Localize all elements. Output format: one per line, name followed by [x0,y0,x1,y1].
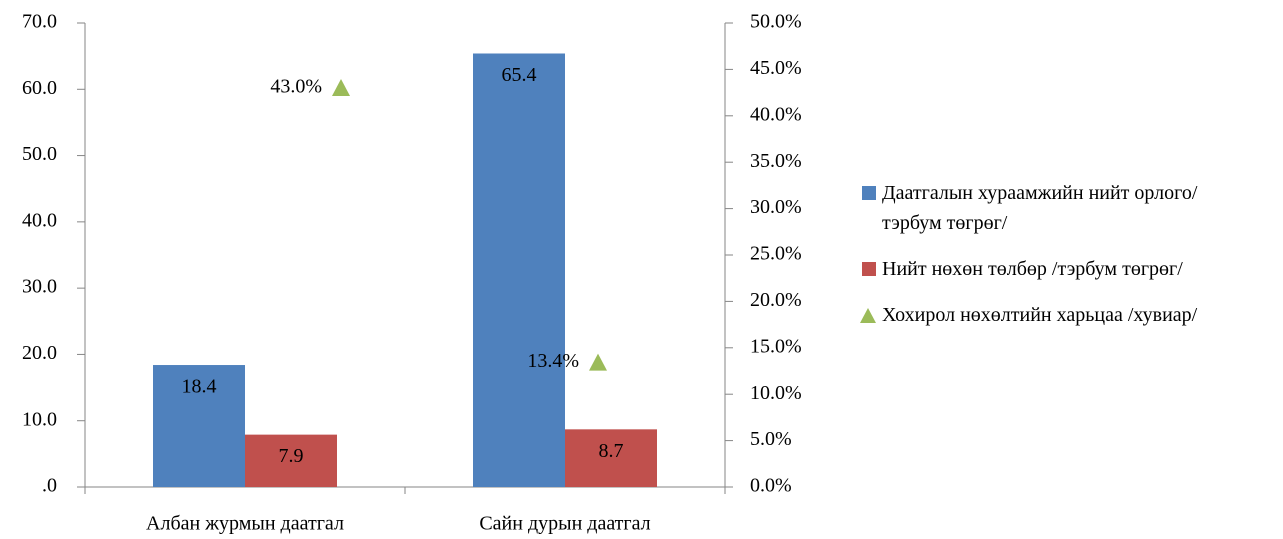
x-tick-label: Албан журмын даатгал [146,513,344,535]
legend-label: Даатгалын хураамжийн нийт орлого/тэрбум … [882,182,1198,234]
bar [153,365,245,487]
y2-tick-label: 30.0% [750,196,802,218]
bar [565,429,657,487]
x-tick-label: Сайн дурын даатгал [479,513,650,535]
y-tick-label: 20.0 [22,342,57,364]
y-tick-label: 30.0 [22,276,57,298]
legend-label: Хохирол нөхөлтийн харьцаа /хувиар/ [882,304,1198,326]
legend-swatch [862,262,876,276]
bar [245,434,337,487]
data-label: 7.9 [279,445,304,467]
y2-tick-label: 10.0% [750,382,802,404]
legend-entry: Даатгалын хураамжийн нийт орлого/тэрбум … [860,178,1200,238]
legend-swatch [860,308,876,323]
legend: Даатгалын хураамжийн нийт орлого/тэрбум … [860,178,1200,346]
y2-tick-label: 45.0% [750,57,802,79]
y2-tick-label: 50.0% [750,11,802,33]
y-tick-label: 60.0 [22,77,57,99]
y-tick-label: 70.0 [22,11,57,33]
y2-tick-label: 5.0% [750,428,792,450]
data-label: 65.4 [502,64,537,86]
data-label: 8.7 [599,440,624,462]
y2-tick-label: 25.0% [750,243,802,265]
y2-tick-label: 15.0% [750,335,802,357]
marker [332,78,350,96]
y2-tick-label: 40.0% [750,103,802,125]
y2-tick-label: 0.0% [750,475,792,497]
data-label: 43.0% [270,76,322,98]
y2-tick-label: 35.0% [750,150,802,172]
y-tick-label: 10.0 [22,408,57,430]
legend-entry: Нийт нөхөн төлбөр /тэрбум төгрөг/ [860,254,1200,284]
legend-label: Нийт нөхөн төлбөр /тэрбум төгрөг/ [882,258,1183,280]
legend-entry: Хохирол нөхөлтийн харьцаа /хувиар/ [860,300,1200,330]
bar [473,53,565,488]
y-tick-label: 50.0 [22,143,57,165]
y2-tick-label: 20.0% [750,289,802,311]
y-tick-label: .0 [42,475,57,497]
y-tick-label: 40.0 [22,209,57,231]
data-label: 18.4 [182,376,217,398]
legend-swatch [862,186,876,200]
data-label: 13.4% [527,350,579,372]
marker [589,353,607,371]
